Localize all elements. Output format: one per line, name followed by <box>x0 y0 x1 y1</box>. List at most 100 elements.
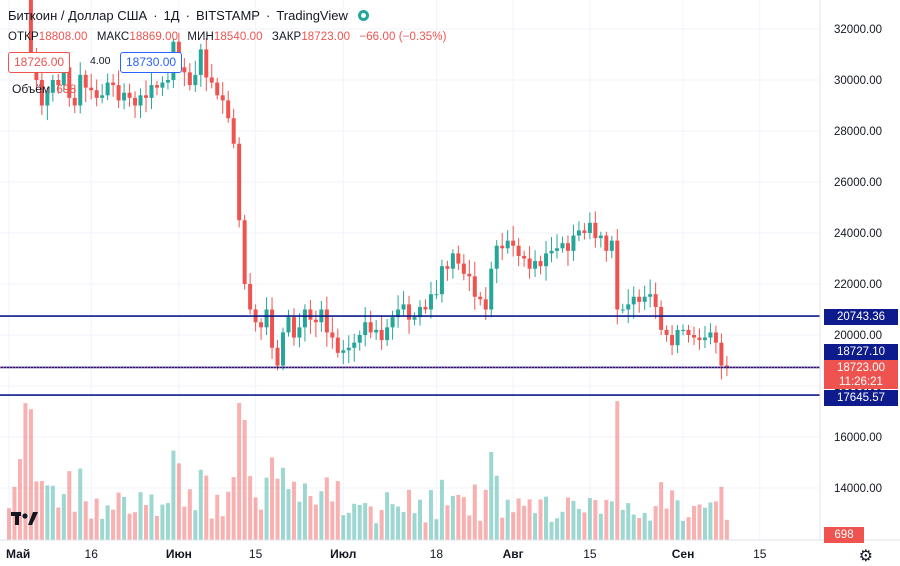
volume-bar <box>500 517 505 540</box>
volume-bar <box>291 481 296 540</box>
volume-bar <box>50 485 55 540</box>
gear-icon[interactable]: ⚙ <box>858 548 873 565</box>
chart-header: Биткоин / Доллар США · 1Д · BITSTAMP · Trading… <box>8 8 369 23</box>
candle <box>56 80 61 86</box>
candle <box>182 67 187 73</box>
candle <box>593 222 598 239</box>
volume-bar <box>692 506 696 540</box>
level-high-label[interactable]: 20743.36 <box>824 309 898 325</box>
candle <box>626 304 631 310</box>
candle <box>434 294 439 296</box>
candle <box>187 72 192 86</box>
candle <box>275 347 280 366</box>
volume-bar <box>642 512 647 540</box>
symbol-name[interactable]: Биткоин / Доллар США <box>8 8 148 23</box>
level-low-label[interactable]: 17645.57 <box>824 390 898 406</box>
candle <box>724 365 729 368</box>
volume-bar <box>489 451 494 540</box>
volume-bar <box>434 519 439 540</box>
volume-bar <box>259 509 264 540</box>
volume-bar <box>401 511 406 540</box>
candle <box>407 304 412 320</box>
price-axis[interactable]: 14000.0016000.0018000.0020000.0022000.00… <box>819 0 882 540</box>
volume-bar <box>549 521 554 540</box>
volume-bar <box>242 419 247 540</box>
volume-bar <box>176 463 181 540</box>
volume-bar <box>187 489 192 540</box>
volume-bar <box>544 496 549 540</box>
candle <box>154 85 159 88</box>
candle <box>719 342 724 366</box>
volume-bar <box>160 504 165 540</box>
volume-bar <box>357 504 362 540</box>
volume-bar <box>505 499 510 540</box>
candle <box>659 306 664 330</box>
candle <box>620 309 625 311</box>
high-value: 18869.00 <box>129 31 179 43</box>
candle <box>286 317 291 333</box>
volume-bar <box>17 459 22 540</box>
volume-bar <box>281 467 285 540</box>
volume-bar <box>593 500 598 540</box>
volume-bar <box>165 503 170 540</box>
volume-bar <box>363 503 368 540</box>
candle <box>604 235 609 251</box>
volume-bar <box>450 496 455 540</box>
level-mid-label[interactable]: 18727.10 <box>824 344 898 360</box>
volume-bar <box>23 403 28 540</box>
volume-bar <box>286 489 291 540</box>
volume-bar <box>702 507 707 540</box>
volume-bar <box>631 514 636 540</box>
volume-bar <box>418 499 422 540</box>
candle <box>615 240 620 310</box>
interval[interactable]: 1Д <box>163 8 180 23</box>
volume-bar <box>94 498 99 540</box>
volume-bar <box>385 492 390 540</box>
candle <box>653 294 658 307</box>
volume-bar <box>226 491 231 540</box>
time-tick-label: 18 <box>430 547 444 561</box>
volume-bar <box>626 503 631 540</box>
candle <box>390 317 395 328</box>
volume-bar <box>319 491 324 540</box>
volume-bar <box>571 500 576 540</box>
candle <box>209 77 214 83</box>
time-axis[interactable]: Май 16 Июн 15 Июл 18 Авг 15 Сен 15 <box>0 539 900 561</box>
candle <box>702 337 707 341</box>
open-value: 18808.00 <box>38 31 88 43</box>
horizontal-levels[interactable] <box>0 315 820 396</box>
volume-bar <box>182 506 187 540</box>
candle <box>527 258 532 269</box>
volume-bar <box>149 494 154 540</box>
candle <box>94 90 99 98</box>
candle <box>461 263 466 274</box>
candle <box>428 294 433 310</box>
volume-bar <box>576 508 581 540</box>
volume-bar <box>7 508 11 540</box>
candle <box>439 266 444 295</box>
candle <box>598 235 603 239</box>
candle <box>467 273 472 277</box>
time-tick-label: Авг <box>503 547 524 561</box>
candle <box>445 266 450 269</box>
candle <box>116 85 121 101</box>
volume-bar <box>72 511 77 540</box>
buy-button[interactable]: 18730.00 <box>120 52 183 73</box>
volume-bar <box>407 489 412 540</box>
volume-bar <box>215 494 220 540</box>
candle <box>133 97 138 106</box>
sell-button[interactable]: 18726.00 <box>8 52 71 73</box>
volume-bar <box>248 476 253 540</box>
tradingview-logo-icon[interactable] <box>10 508 40 530</box>
candle <box>555 248 559 251</box>
volume-bar <box>313 504 318 540</box>
candle <box>100 95 105 98</box>
candle <box>67 67 72 98</box>
candle <box>576 230 581 236</box>
candle <box>670 335 675 346</box>
volume-bars <box>7 401 729 540</box>
volume-bar <box>122 496 127 540</box>
volume-bar <box>637 518 642 540</box>
close-label: ЗАКР <box>271 31 302 43</box>
